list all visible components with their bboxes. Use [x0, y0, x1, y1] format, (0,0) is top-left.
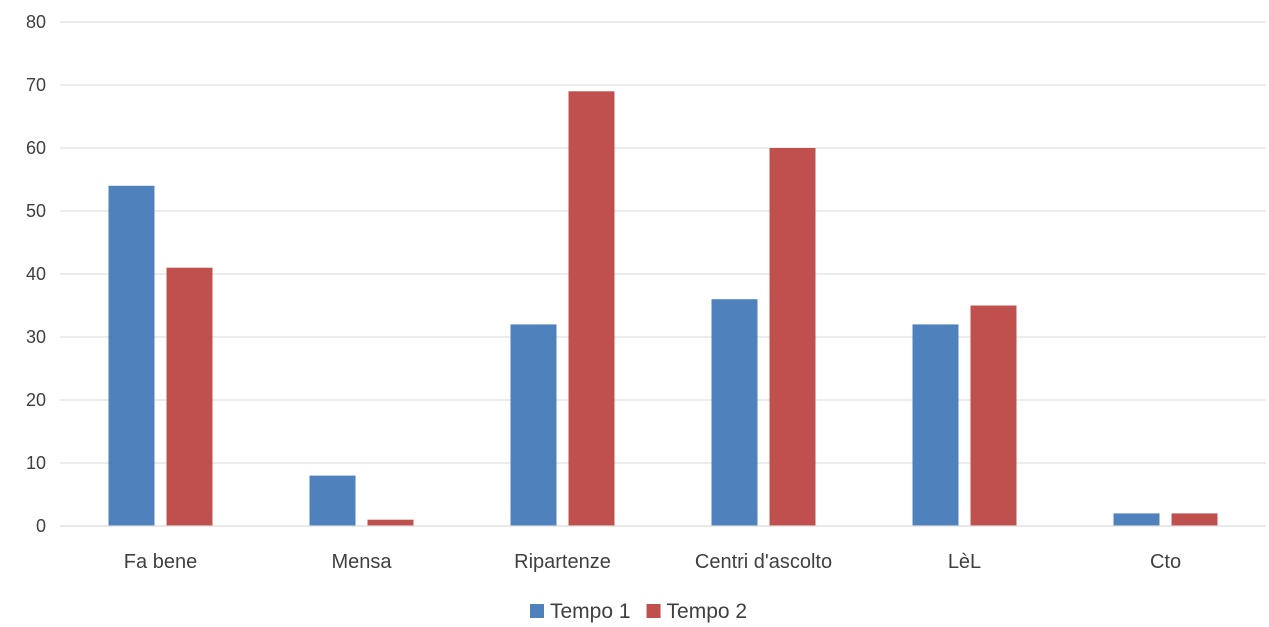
- x-axis-ticks: Fa bene Mensa Ripartenze Centri d'ascolto Lè…: [124, 551, 1181, 573]
- x-tick-label: Mensa: [331, 551, 392, 573]
- bar-tempo-1: [912, 324, 959, 526]
- bar-tempo-1: [309, 475, 356, 526]
- bar-tempo-1: [510, 324, 557, 526]
- bar-tempo-2: [568, 91, 615, 527]
- gridlines: [60, 21, 1266, 464]
- y-tick-label: 0: [36, 516, 46, 536]
- bar-tempo-1: [108, 185, 155, 527]
- x-tick-label: Fa bene: [124, 551, 197, 573]
- y-tick-label: 20: [26, 390, 46, 410]
- y-tick-label: 30: [26, 327, 46, 347]
- bar-tempo-1: [1113, 513, 1160, 526]
- legend-label: Tempo 1: [550, 600, 631, 623]
- legend-swatch: [530, 604, 544, 618]
- bar-tempo-2: [970, 305, 1017, 526]
- bar-tempo-2: [367, 519, 414, 526]
- y-axis-ticks: 0 10 20 30 40 50 60 70 80: [26, 12, 46, 536]
- x-tick-label: LèL: [948, 551, 981, 573]
- bar-tempo-2: [1171, 513, 1218, 526]
- legend: Tempo 1 Tempo 2: [530, 600, 747, 623]
- legend-swatch: [646, 604, 661, 618]
- bars: [108, 91, 1218, 527]
- y-tick-label: 50: [26, 201, 46, 221]
- y-tick-label: 10: [26, 453, 46, 473]
- bar-tempo-2: [166, 267, 213, 526]
- bar-tempo-2: [769, 148, 816, 526]
- y-tick-label: 80: [26, 12, 46, 32]
- y-tick-label: 40: [26, 264, 46, 284]
- legend-label: Tempo 2: [667, 600, 748, 623]
- bar-tempo-1: [711, 299, 758, 526]
- y-tick-label: 60: [26, 138, 46, 158]
- x-tick-label: Centri d'ascolto: [695, 551, 832, 573]
- y-tick-label: 70: [26, 75, 46, 95]
- x-tick-label: Ripartenze: [514, 551, 611, 573]
- x-tick-label: Cto: [1150, 551, 1181, 573]
